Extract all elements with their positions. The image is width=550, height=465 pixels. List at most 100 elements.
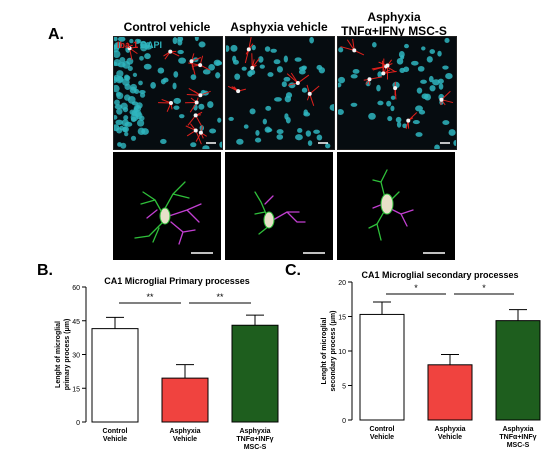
microglia-process: [286, 73, 299, 84]
stain-label-iba1: Iba-1: [117, 40, 139, 50]
nucleus-dot: [417, 65, 425, 72]
reconstruction-asphyxia-image: [254, 191, 325, 254]
nucleus-dot: [350, 74, 358, 79]
nucleus-dot: [415, 105, 423, 112]
microglia-soma: [439, 97, 444, 102]
nucleus-dot: [285, 116, 291, 124]
nucleus-dot: [325, 143, 331, 149]
nucleus-dot: [114, 61, 118, 67]
nucleus-dot: [178, 114, 185, 119]
microglia-soma: [381, 71, 386, 76]
microglia-soma: [194, 100, 199, 105]
nucleus-dot: [213, 59, 222, 66]
nucleus-dot: [316, 64, 323, 71]
nucleus-dot: [415, 132, 423, 137]
microglia-process: [248, 37, 252, 50]
nucleus-dot: [190, 74, 197, 81]
microglia-soma: [352, 48, 357, 53]
nucleus-dot: [219, 141, 222, 148]
nucleus-dot: [114, 104, 123, 110]
nucleus-dot: [129, 38, 134, 44]
nucleus-dot: [172, 82, 177, 90]
nucleus-dot: [276, 66, 283, 73]
microglia-process: [340, 46, 355, 51]
nucleus-dot: [194, 37, 199, 42]
nucleus-dot: [437, 50, 442, 57]
nucleus-dot: [177, 39, 183, 46]
micrograph-treated: [337, 36, 457, 150]
nucleus-dot: [215, 72, 221, 79]
column-title-treated-line1: Asphyxia: [367, 10, 421, 24]
nucleus-dot: [157, 67, 165, 74]
nucleus-dot: [377, 71, 383, 78]
nucleus-dot: [226, 45, 230, 52]
microglia-soma: [236, 89, 241, 94]
nucleus-dot: [115, 119, 123, 125]
nucleus-dot: [117, 62, 126, 68]
nucleus-dot: [117, 142, 122, 147]
column-title-treated: Asphyxia TNFα+IFNγ MSC-S: [333, 10, 455, 38]
y-tick-label: 45: [72, 319, 80, 326]
nucleus-dot: [283, 76, 291, 82]
nucleus-dot: [445, 73, 453, 80]
y-tick-label: 10: [338, 349, 346, 356]
nucleus-dot: [390, 95, 396, 100]
column-title-treated-line2: TNFα+IFNγ MSC-S: [341, 24, 447, 38]
recon-primary-process: [368, 169, 400, 241]
microglia-soma: [127, 46, 132, 51]
x-tick-label: Asphyxia Vehicle: [434, 426, 465, 441]
chart-b: 0 15 30 45 60 Lenght of microglial primary pro…: [55, 285, 279, 451]
nucleus-dot: [283, 55, 288, 63]
nucleus-dot: [135, 112, 143, 120]
nucleus-dot: [400, 55, 405, 60]
nucleus-dot: [352, 69, 360, 74]
chart-c-title: CA1 Microglial secondary processes: [361, 270, 519, 280]
nucleus-dot: [131, 101, 139, 106]
nucleus-dot: [276, 129, 284, 135]
microglia-process: [309, 93, 315, 106]
nucleus-dot: [442, 120, 450, 125]
microglia-soma: [198, 130, 203, 135]
nucleus-dot: [387, 116, 393, 122]
nucleus-dot: [114, 50, 121, 58]
bar-2: [427, 364, 473, 421]
microglia-process: [346, 39, 355, 51]
nucleus-dot: [438, 83, 444, 90]
nucleus-dot: [267, 72, 274, 77]
nucleus-dot: [144, 53, 151, 60]
y-tick-label: 5: [342, 384, 346, 391]
x-tick-label: Asphyxia TNFα+INFγ MSC-S: [499, 426, 536, 449]
nucleus-dot: [309, 37, 314, 44]
nucleus-dot: [434, 144, 440, 149]
micrograph-asphyxia: [225, 36, 335, 150]
nucleus-dot: [124, 121, 133, 127]
chart-c: 0 5 10 15 20 Lenght of microglial secondary pr…: [321, 280, 541, 449]
y-tick-label: 60: [72, 285, 80, 292]
nucleus-dot: [259, 64, 265, 69]
nucleus-dot: [395, 116, 402, 123]
nucleus-dot: [230, 44, 238, 52]
y-tick-label: 30: [72, 353, 80, 360]
nucleus-dot: [264, 126, 272, 133]
nucleus-dot: [122, 106, 129, 113]
microglia-soma: [193, 113, 198, 118]
recon-soma: [380, 193, 394, 215]
microglia-soma: [189, 59, 194, 64]
microglia-process: [309, 85, 320, 95]
y-tick-label: 15: [338, 315, 346, 322]
nucleus-dot: [270, 48, 277, 53]
nucleus-dot: [303, 112, 311, 117]
y-tick-label: 20: [338, 280, 346, 287]
nucleus-dot: [116, 92, 124, 100]
nucleus-dot: [114, 37, 118, 42]
column-title-asphyxia: Asphyxia vehicle: [225, 20, 333, 34]
nucleus-dot: [173, 97, 182, 104]
nucleus-dot: [424, 93, 431, 101]
nucleus-dot: [190, 142, 197, 148]
nucleus-dot: [114, 44, 117, 50]
nucleus-dot: [178, 57, 187, 64]
x-tick-label: Asphyxia Vehicle: [169, 428, 200, 443]
nucleus-dot: [139, 55, 144, 61]
nucleus-dot: [274, 97, 282, 102]
panel-label-c: C.: [285, 262, 301, 279]
